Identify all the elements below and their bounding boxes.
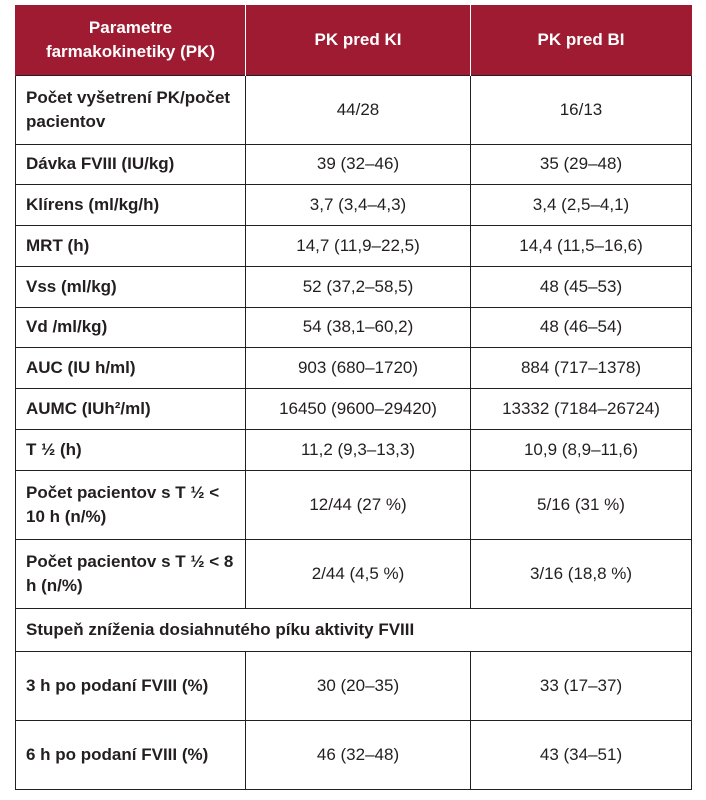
row-value-bi: 13332 (7184–26724) [470, 388, 692, 430]
row-value-ki: 54 (38,1–60,2) [245, 306, 471, 349]
row-label: AUC (IU h/ml) [15, 347, 246, 390]
row-value-bi: 3,4 (2,5–4,1) [470, 184, 692, 227]
table-row: Počet vyšetrení PK/počet pacientov 44/28… [15, 74, 692, 145]
header-pk-before-bi: PK pred BI [470, 5, 692, 75]
pk-parameters-table: Parametre farmakokinetiky (PK) PK pred K… [15, 5, 692, 791]
row-value-bi: 5/16 (31 %) [470, 469, 692, 540]
table-row: Počet pacientov s T ½ < 8 h (n/%) 2/44 (… [15, 538, 692, 609]
section-row: Stupeň zníženia dosiahnutého píku aktivi… [15, 607, 692, 652]
row-value-ki: 3,7 (3,4–4,3) [245, 184, 471, 227]
row-value-ki: 39 (32–46) [245, 143, 471, 186]
row-value-ki: 12/44 (27 %) [245, 469, 471, 540]
section-title: Stupeň zníženia dosiahnutého píku aktivi… [15, 607, 692, 652]
table-row: Klírens (ml/kg/h) 3,7 (3,4–4,3) 3,4 (2,5… [15, 184, 692, 227]
row-value-bi: 48 (45–53) [470, 265, 692, 308]
row-value-ki: 44/28 [245, 74, 471, 145]
table-row: Vss (ml/kg) 52 (37,2–58,5) 48 (45–53) [15, 265, 692, 308]
row-value-ki: 46 (32–48) [245, 719, 471, 791]
row-label: Klírens (ml/kg/h) [15, 184, 246, 227]
row-value-bi: 43 (34–51) [470, 719, 692, 791]
row-label: MRT (h) [15, 225, 246, 267]
row-label: T ½ (h) [15, 428, 246, 471]
row-value-bi: 48 (46–54) [470, 306, 692, 349]
row-label: 3 h po podaní FVIII (%) [15, 650, 246, 721]
header-pk-before-ki: PK pred KI [245, 5, 471, 75]
row-value-ki: 30 (20–35) [245, 650, 471, 721]
row-label: 6 h po podaní FVIII (%) [15, 719, 246, 791]
table-row: AUC (IU h/ml) 903 (680–1720) 884 (717–13… [15, 347, 692, 390]
row-label: Vd /ml/kg) [15, 306, 246, 349]
row-value-ki: 14,7 (11,9–22,5) [245, 225, 471, 267]
row-value-ki: 16450 (9600–29420) [245, 388, 471, 430]
row-value-bi: 3/16 (18,8 %) [470, 538, 692, 609]
table-row: 3 h po podaní FVIII (%) 30 (20–35) 33 (1… [15, 650, 692, 721]
table-row: AUMC (IUh²/ml) 16450 (9600–29420) 13332 … [15, 388, 692, 430]
row-value-bi: 16/13 [470, 74, 692, 145]
row-value-bi: 884 (717–1378) [470, 347, 692, 390]
row-label: AUMC (IUh²/ml) [15, 388, 246, 430]
row-label: Dávka FVIII (IU/kg) [15, 143, 246, 186]
row-label: Vss (ml/kg) [15, 265, 246, 308]
row-value-bi: 10,9 (8,9–11,6) [470, 428, 692, 471]
row-label: Počet pacientov s T ½ < 10 h (n/%) [15, 469, 246, 540]
row-value-ki: 903 (680–1720) [245, 347, 471, 390]
row-value-bi: 33 (17–37) [470, 650, 692, 721]
row-label: Počet pacientov s T ½ < 8 h (n/%) [15, 538, 246, 609]
table-header-row: Parametre farmakokinetiky (PK) PK pred K… [15, 5, 692, 75]
row-value-bi: 14,4 (11,5–16,6) [470, 225, 692, 267]
header-parameters: Parametre farmakokinetiky (PK) [15, 5, 246, 75]
table-row: T ½ (h) 11,2 (9,3–13,3) 10,9 (8,9–11,6) [15, 428, 692, 471]
row-value-ki: 11,2 (9,3–13,3) [245, 428, 471, 471]
table-row: Vd /ml/kg) 54 (38,1–60,2) 48 (46–54) [15, 306, 692, 349]
table-row: Počet pacientov s T ½ < 10 h (n/%) 12/44… [15, 469, 692, 540]
table-row: 6 h po podaní FVIII (%) 46 (32–48) 43 (3… [15, 719, 692, 791]
row-value-ki: 2/44 (4,5 %) [245, 538, 471, 609]
row-value-bi: 35 (29–48) [470, 143, 692, 186]
table-row: MRT (h) 14,7 (11,9–22,5) 14,4 (11,5–16,6… [15, 225, 692, 267]
table-row: Dávka FVIII (IU/kg) 39 (32–46) 35 (29–48… [15, 143, 692, 186]
row-value-ki: 52 (37,2–58,5) [245, 265, 471, 308]
row-label: Počet vyšetrení PK/počet pacientov [15, 74, 246, 145]
